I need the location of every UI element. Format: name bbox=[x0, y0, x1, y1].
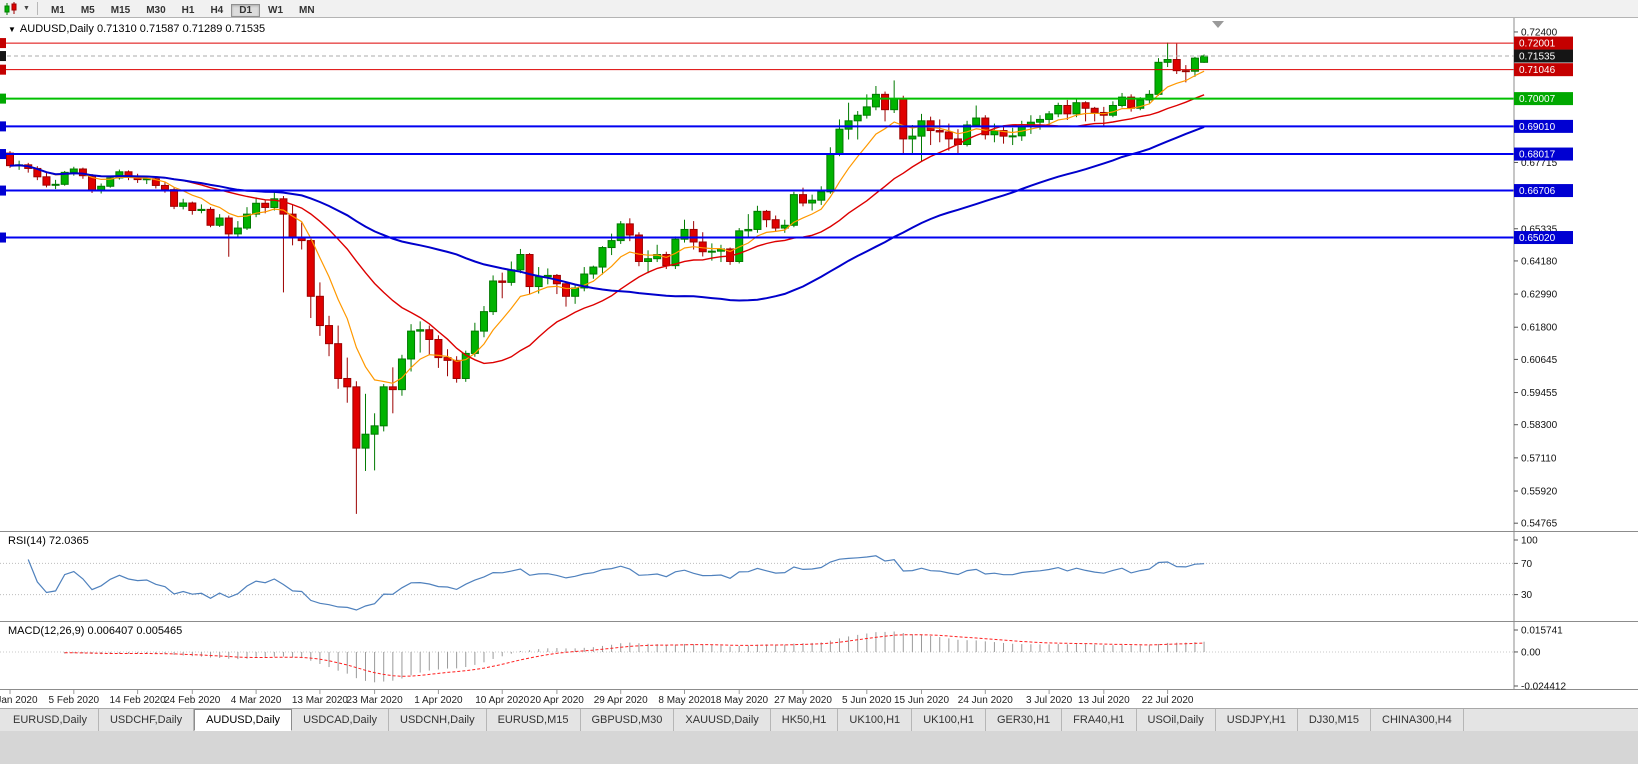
timeframe-button-H4[interactable]: H4 bbox=[210, 4, 224, 16]
timeframe-button-M15[interactable]: M15 bbox=[110, 4, 131, 16]
chart-tab[interactable]: USOil,Daily bbox=[1137, 709, 1216, 731]
chart-tab[interactable]: CHINA300,H4 bbox=[1371, 709, 1464, 731]
candlestick-chart-icon[interactable] bbox=[3, 1, 23, 16]
svg-text:4 Mar 2020: 4 Mar 2020 bbox=[231, 695, 282, 706]
svg-text:23 Mar 2020: 23 Mar 2020 bbox=[347, 695, 404, 706]
rsi-line bbox=[27, 555, 1205, 611]
svg-text:27 Jan 2020: 27 Jan 2020 bbox=[0, 695, 38, 706]
bottom-filler bbox=[0, 731, 1638, 764]
svg-text:24 Jun 2020: 24 Jun 2020 bbox=[958, 695, 1013, 706]
timeframe-button-M5[interactable]: M5 bbox=[80, 4, 95, 16]
svg-text:0.65020: 0.65020 bbox=[1519, 233, 1556, 244]
svg-text:13 Mar 2020: 13 Mar 2020 bbox=[292, 695, 349, 706]
fast-ma bbox=[9, 70, 1205, 384]
chart-background bbox=[0, 18, 1638, 708]
chart-tab[interactable]: UK100,H1 bbox=[912, 709, 986, 731]
svg-text:0.67715: 0.67715 bbox=[1521, 158, 1558, 169]
svg-text:20 Apr 2020: 20 Apr 2020 bbox=[530, 695, 584, 706]
svg-text:14 Feb 2020: 14 Feb 2020 bbox=[110, 695, 167, 706]
svg-text:5 Feb 2020: 5 Feb 2020 bbox=[49, 695, 100, 706]
svg-text:15 Jun 2020: 15 Jun 2020 bbox=[894, 695, 949, 706]
chart-tab[interactable]: AUDUSD,Daily bbox=[194, 709, 293, 731]
svg-text:1 Apr 2020: 1 Apr 2020 bbox=[414, 695, 463, 706]
svg-text:0.71535: 0.71535 bbox=[1519, 52, 1556, 63]
chart-tab-bar: EURUSD,Daily USDCHF,Daily AUDUSD,Daily USDC… bbox=[0, 708, 1638, 732]
timeframe-buttons: M1 M5 M15 M30 H1 H4 D1 W1 MN bbox=[43, 0, 323, 18]
svg-text:0.00: 0.00 bbox=[1521, 647, 1541, 658]
svg-text:0.72400: 0.72400 bbox=[1521, 27, 1558, 38]
horizontal-level-lines[interactable] bbox=[0, 38, 1514, 243]
svg-text:100: 100 bbox=[1521, 536, 1538, 547]
svg-text:0.72001: 0.72001 bbox=[1519, 39, 1556, 50]
svg-text:3 Jul 2020: 3 Jul 2020 bbox=[1026, 695, 1073, 706]
svg-text:13 Jul 2020: 13 Jul 2020 bbox=[1078, 695, 1130, 706]
svg-text:27 May 2020: 27 May 2020 bbox=[774, 695, 832, 706]
chart-tab[interactable]: FRA40,H1 bbox=[1062, 709, 1137, 731]
svg-text:0.60645: 0.60645 bbox=[1521, 355, 1558, 366]
chart-tab[interactable]: USDCNH,Daily bbox=[389, 709, 487, 731]
chart-tab[interactable]: GER30,H1 bbox=[986, 709, 1063, 731]
svg-text:22 Jul 2020: 22 Jul 2020 bbox=[1142, 695, 1194, 706]
svg-text:0.68017: 0.68017 bbox=[1519, 150, 1556, 161]
svg-text:0.015741: 0.015741 bbox=[1521, 626, 1563, 637]
svg-text:0.62990: 0.62990 bbox=[1521, 290, 1558, 301]
slow-ma bbox=[9, 126, 1205, 302]
svg-text:0.54765: 0.54765 bbox=[1521, 519, 1558, 530]
svg-text:0.65335: 0.65335 bbox=[1521, 224, 1558, 235]
timeframe-button-M30[interactable]: M30 bbox=[146, 4, 166, 16]
chart-tab[interactable]: USDJPY,H1 bbox=[1216, 709, 1298, 731]
timeframe-button-D1[interactable]: D1 bbox=[231, 3, 261, 17]
svg-text:29 Apr 2020: 29 Apr 2020 bbox=[594, 695, 648, 706]
svg-text:24 Feb 2020: 24 Feb 2020 bbox=[164, 695, 221, 706]
chart-tab[interactable]: EURUSD,M15 bbox=[487, 709, 581, 731]
timeframe-toolbar: ▼ M1 M5 M15 M30 H1 H4 D1 W1 MN bbox=[0, 0, 1638, 18]
svg-text:0.59455: 0.59455 bbox=[1521, 388, 1558, 399]
chart-tab[interactable]: GBPUSD,M30 bbox=[581, 709, 675, 731]
chart-tab[interactable]: EURUSD,Daily bbox=[2, 709, 99, 731]
svg-text:30: 30 bbox=[1521, 590, 1533, 601]
price-axis: 0.72400 0.67715 0.65335 0.64180 0.62990 0.618… bbox=[1513, 18, 1573, 690]
chevron-down-icon[interactable]: ▼ bbox=[23, 5, 30, 12]
svg-text:5 Jun 2020: 5 Jun 2020 bbox=[842, 695, 892, 706]
timeframe-button-H1[interactable]: H1 bbox=[181, 4, 195, 16]
chart-shift-marker-icon[interactable] bbox=[1212, 21, 1224, 28]
timeframe-button-W1[interactable]: W1 bbox=[268, 4, 284, 16]
svg-text:10 Apr 2020: 10 Apr 2020 bbox=[475, 695, 529, 706]
svg-text:0.58300: 0.58300 bbox=[1521, 420, 1558, 431]
svg-text:0.57110: 0.57110 bbox=[1521, 453, 1557, 464]
svg-text:70: 70 bbox=[1521, 559, 1533, 570]
svg-text:0.66706: 0.66706 bbox=[1519, 186, 1556, 197]
chart-tab[interactable]: USDCAD,Daily bbox=[292, 709, 390, 731]
chart-tab[interactable]: XAUUSD,Daily bbox=[674, 709, 771, 731]
chart-tab[interactable]: HK50,H1 bbox=[771, 709, 839, 731]
chart-area: 0.72400 0.67715 0.65335 0.64180 0.62990 0.618… bbox=[0, 18, 1638, 708]
svg-text:0.70007: 0.70007 bbox=[1519, 94, 1556, 105]
chart-canvas[interactable]: 0.72400 0.67715 0.65335 0.64180 0.62990 0.618… bbox=[0, 18, 1638, 708]
svg-text:18 May 2020: 18 May 2020 bbox=[710, 695, 768, 706]
candles-layer bbox=[6, 42, 1209, 514]
macd-panel: 0.015741 0.00 -0.024412 bbox=[0, 626, 1566, 693]
chart-tab[interactable]: UK100,H1 bbox=[838, 709, 913, 731]
chart-tab[interactable]: USDCHF,Daily bbox=[99, 709, 195, 731]
toolbar-separator bbox=[36, 2, 38, 15]
rsi-panel: 100 70 30 bbox=[0, 536, 1538, 611]
svg-text:0.61800: 0.61800 bbox=[1521, 323, 1558, 334]
chart-tab[interactable]: DJ30,M15 bbox=[1298, 709, 1371, 731]
svg-text:0.69010: 0.69010 bbox=[1519, 122, 1556, 133]
timeframe-button-MN[interactable]: MN bbox=[299, 4, 315, 16]
svg-text:0.55920: 0.55920 bbox=[1521, 487, 1558, 498]
svg-text:0.64180: 0.64180 bbox=[1521, 256, 1558, 267]
candlestick-glyph bbox=[4, 1, 17, 15]
svg-text:8 May 2020: 8 May 2020 bbox=[658, 695, 711, 706]
svg-text:0.71046: 0.71046 bbox=[1519, 65, 1556, 76]
svg-text:-0.024412: -0.024412 bbox=[1521, 682, 1566, 693]
timeframe-button-M1[interactable]: M1 bbox=[50, 4, 65, 16]
